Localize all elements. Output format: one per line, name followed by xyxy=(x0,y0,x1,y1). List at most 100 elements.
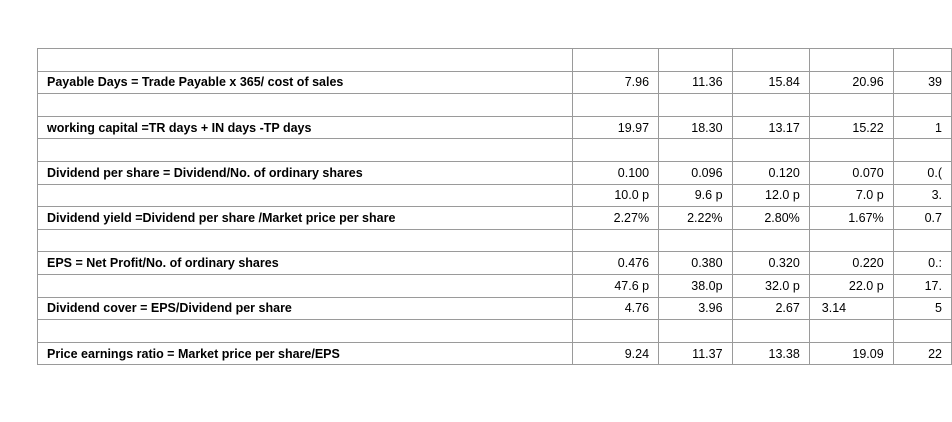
value-cell[interactable]: 47.6 p xyxy=(572,273,660,298)
value-cell[interactable]: 13.38 xyxy=(731,341,810,366)
value-cell[interactable] xyxy=(731,228,810,253)
row-label-cell[interactable]: Payable Days = Trade Payable x 365/ cost… xyxy=(36,70,574,95)
row-label-cell[interactable] xyxy=(36,273,574,298)
row-label-cell[interactable]: Price earnings ratio = Market price per … xyxy=(36,341,574,366)
row-label-cell[interactable]: Dividend per share = Dividend/No. of ord… xyxy=(36,160,574,185)
value-cell[interactable]: 0.100 xyxy=(572,160,660,185)
table-row: 10.0 p 9.6 p 12.0 p 7.0 p 3. xyxy=(36,183,952,208)
value-cell[interactable]: 20.96 xyxy=(808,70,894,95)
value-cell[interactable]: 15.84 xyxy=(731,70,810,95)
value-cell[interactable] xyxy=(808,138,894,162)
table-row: Dividend cover = EPS/Dividend per share 4… xyxy=(36,296,952,321)
row-label-cell[interactable]: working capital =TR days + IN days -TP d… xyxy=(36,115,574,140)
table-row: working capital =TR days + IN days -TP d… xyxy=(36,115,952,140)
value-cell[interactable]: 11.36 xyxy=(658,70,733,95)
table-row: Price earnings ratio = Market price per … xyxy=(36,341,952,366)
value-cell[interactable]: 19.09 xyxy=(808,341,894,366)
value-cell[interactable]: 9.6 p xyxy=(658,183,733,208)
value-cell[interactable]: 22.0 p xyxy=(808,273,894,298)
value-cell[interactable]: 17. xyxy=(892,273,952,298)
value-cell[interactable]: 3.96 xyxy=(658,296,733,321)
value-cell[interactable]: 2.22% xyxy=(658,206,733,230)
value-cell[interactable]: 1.67% xyxy=(808,206,894,230)
value-cell[interactable] xyxy=(731,138,810,162)
value-cell[interactable] xyxy=(731,93,810,117)
value-cell[interactable]: 2.67 xyxy=(731,296,810,321)
spreadsheet-grid: Payable Days = Trade Payable x 365/ cost… xyxy=(36,48,952,366)
value-cell[interactable]: 39 xyxy=(892,70,952,95)
value-cell[interactable] xyxy=(892,93,952,117)
row-label-cell[interactable] xyxy=(36,183,574,208)
table-row xyxy=(36,228,952,253)
value-cell[interactable]: 0.7 xyxy=(892,206,952,230)
table-row xyxy=(36,319,952,343)
value-cell[interactable]: 0.( xyxy=(892,160,952,185)
row-label-cell[interactable] xyxy=(36,138,574,162)
table-row xyxy=(36,48,952,72)
value-cell[interactable]: 9.24 xyxy=(572,341,660,366)
value-cell[interactable]: 3. xyxy=(892,183,952,208)
ratio-table: Payable Days = Trade Payable x 365/ cost… xyxy=(36,48,952,366)
value-cell[interactable] xyxy=(808,93,894,117)
value-cell[interactable]: 0.476 xyxy=(572,251,660,275)
table-row: Payable Days = Trade Payable x 365/ cost… xyxy=(36,70,952,95)
value-cell[interactable]: 10.0 p xyxy=(572,183,660,208)
value-cell[interactable]: 4.76 xyxy=(572,296,660,321)
value-cell[interactable]: 7.0 p xyxy=(808,183,894,208)
value-cell[interactable]: 2.27% xyxy=(572,206,660,230)
row-label-cell[interactable]: EPS = Net Profit/No. of ordinary shares xyxy=(36,251,574,275)
value-cell[interactable]: 3.14 xyxy=(808,296,894,321)
value-cell[interactable]: 38.0p xyxy=(658,273,733,298)
value-cell[interactable] xyxy=(892,228,952,253)
table-row: Dividend per share = Dividend/No. of ord… xyxy=(36,160,952,185)
value-cell[interactable]: 0.220 xyxy=(808,251,894,275)
value-cell[interactable]: 18.30 xyxy=(658,115,733,140)
row-label-cell[interactable]: Dividend cover = EPS/Dividend per share xyxy=(36,296,574,321)
value-cell[interactable]: 22 xyxy=(892,341,952,366)
value-cell[interactable]: 12.0 p xyxy=(731,183,810,208)
value-cell[interactable] xyxy=(658,93,733,117)
value-cell[interactable] xyxy=(572,138,660,162)
value-cell[interactable] xyxy=(892,319,952,343)
value-cell[interactable]: 19.97 xyxy=(572,115,660,140)
value-cell[interactable]: 0.120 xyxy=(731,160,810,185)
value-cell[interactable]: 32.0 p xyxy=(731,273,810,298)
value-cell[interactable]: 2.80% xyxy=(731,206,810,230)
table-row: 47.6 p 38.0p 32.0 p 22.0 p 17. xyxy=(36,273,952,298)
table-row xyxy=(36,93,952,117)
table-row: Dividend yield =Dividend per share /Mark… xyxy=(36,206,952,230)
row-label-cell[interactable]: Dividend yield =Dividend per share /Mark… xyxy=(36,206,574,230)
value-cell[interactable] xyxy=(658,48,733,72)
table-row xyxy=(36,138,952,162)
row-label-cell[interactable] xyxy=(36,48,574,72)
value-cell[interactable]: 11.37 xyxy=(658,341,733,366)
value-cell[interactable] xyxy=(808,228,894,253)
value-cell[interactable] xyxy=(658,319,733,343)
value-cell[interactable]: 13.17 xyxy=(731,115,810,140)
value-cell[interactable] xyxy=(808,48,894,72)
value-cell[interactable] xyxy=(808,319,894,343)
value-cell[interactable]: 0.320 xyxy=(731,251,810,275)
value-cell[interactable]: 7.96 xyxy=(572,70,660,95)
value-cell[interactable]: 5 xyxy=(892,296,952,321)
table-row: EPS = Net Profit/No. of ordinary shares 0… xyxy=(36,251,952,275)
value-cell[interactable] xyxy=(572,319,660,343)
value-cell[interactable]: 0.: xyxy=(892,251,952,275)
row-label-cell[interactable] xyxy=(36,228,574,253)
value-cell[interactable] xyxy=(658,138,733,162)
value-cell[interactable]: 0.070 xyxy=(808,160,894,185)
value-cell[interactable]: 0.096 xyxy=(658,160,733,185)
value-cell[interactable]: 15.22 xyxy=(808,115,894,140)
row-label-cell[interactable] xyxy=(36,93,574,117)
value-cell[interactable] xyxy=(731,319,810,343)
value-cell[interactable] xyxy=(892,48,952,72)
row-label-cell[interactable] xyxy=(36,319,574,343)
value-cell[interactable] xyxy=(658,228,733,253)
value-cell[interactable]: 0.380 xyxy=(658,251,733,275)
value-cell[interactable] xyxy=(731,48,810,72)
value-cell[interactable] xyxy=(572,228,660,253)
value-cell[interactable] xyxy=(572,48,660,72)
value-cell[interactable]: 1 xyxy=(892,115,952,140)
value-cell[interactable] xyxy=(892,138,952,162)
value-cell[interactable] xyxy=(572,93,660,117)
